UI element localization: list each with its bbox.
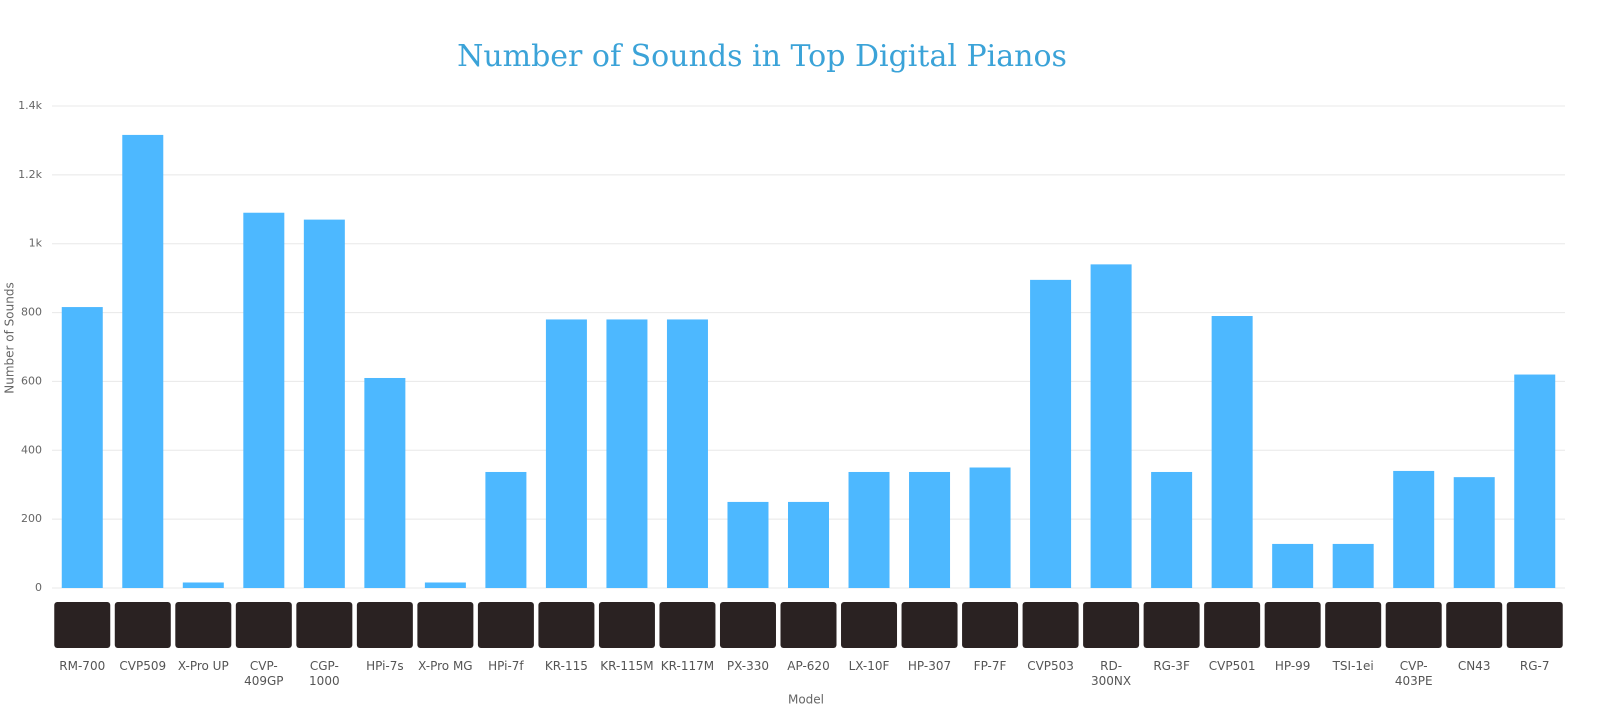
piano-thumbnail: [780, 602, 837, 648]
x-tick-label: CN43: [1457, 659, 1491, 673]
x-tick-label: CVP509: [119, 659, 167, 673]
x-tick-label: RG-7: [1519, 659, 1550, 673]
bar: [424, 582, 466, 588]
bar: [606, 319, 648, 588]
bar: [545, 319, 587, 588]
bar: [727, 501, 769, 588]
y-tick-label: 200: [21, 512, 42, 525]
bar: [1030, 279, 1072, 588]
x-tick-label: PX-330: [726, 659, 770, 673]
bar: [485, 471, 527, 588]
bar: [1514, 374, 1556, 588]
bar: [122, 134, 164, 589]
piano-thumbnail: [962, 602, 1019, 648]
bar: [666, 319, 708, 588]
x-tick-label: RG-3F: [1153, 659, 1190, 673]
piano-thumbnail: [538, 602, 595, 648]
piano-thumbnail: [114, 602, 171, 648]
x-tick-label: HP-99: [1274, 659, 1311, 673]
piano-thumbnail: [356, 602, 413, 648]
x-tick-label: CGP-1000: [309, 659, 340, 688]
x-tick-label: CVP-403PE: [1394, 659, 1433, 688]
piano-thumbnail: [296, 602, 353, 648]
y-tick-label: 400: [21, 443, 42, 456]
bar: [1453, 477, 1495, 588]
x-tick-label: X-Pro MG: [418, 659, 473, 673]
piano-thumbnail: [1204, 602, 1261, 648]
x-tick-label: TSI-1ei: [1332, 659, 1374, 673]
bar: [243, 212, 285, 588]
y-tick-label: 1k: [29, 237, 43, 250]
piano-thumbnail: [1385, 602, 1442, 648]
y-axis-title: Number of Sounds: [3, 282, 17, 393]
piano-thumbnail: [841, 602, 898, 648]
piano-thumbnail: [477, 602, 534, 648]
bar: [1332, 543, 1374, 588]
y-tick-label: 1.2k: [18, 168, 42, 181]
chart-title: Number of Sounds in Top Digital Pianos: [457, 39, 1067, 74]
piano-thumbnail: [54, 602, 111, 648]
bar: [1151, 471, 1193, 588]
bar: [788, 501, 829, 588]
bar: [969, 467, 1011, 588]
y-tick-label: 600: [21, 374, 42, 387]
piano-thumbnail: [659, 602, 716, 648]
x-tick-label: HP-307: [907, 659, 952, 673]
piano-thumbnail: [1446, 602, 1503, 648]
bar: [1211, 316, 1253, 588]
piano-thumbnail: [719, 602, 776, 648]
piano-thumbnail: [1022, 602, 1079, 648]
bar: [61, 307, 103, 588]
bar: [182, 582, 224, 588]
piano-thumbnail: [901, 602, 958, 648]
x-axis-title: Model: [788, 693, 824, 707]
x-tick-label: AP-620: [787, 659, 830, 673]
piano-thumbnail: [1506, 602, 1563, 648]
x-tick-label: RM-700: [59, 659, 106, 673]
x-tick-label: CVP-409GP: [244, 659, 284, 688]
bar: [1393, 470, 1435, 588]
x-tick-label: HPi-7s: [366, 659, 404, 673]
bar: [303, 219, 345, 588]
x-tick-label: KR-115M: [600, 659, 654, 673]
piano-thumbnail: [1264, 602, 1321, 648]
piano-thumbnail: [175, 602, 232, 648]
x-tick-label: KR-115: [544, 659, 588, 673]
y-tick-label: 1.4k: [18, 99, 42, 112]
x-tick-label: KR-117M: [660, 659, 715, 673]
piano-thumbnail: [417, 602, 474, 648]
piano-thumbnail: [1143, 602, 1200, 648]
y-tick-label: 800: [21, 306, 42, 319]
x-tick-label: RD-300NX: [1091, 659, 1132, 688]
piano-thumbnail: [598, 602, 655, 648]
piano-thumbnail: [1083, 602, 1140, 648]
x-tick-label: FP-7F: [973, 659, 1007, 673]
bar: [848, 471, 890, 588]
y-tick-label: 0: [35, 581, 42, 594]
bar: [1090, 264, 1132, 588]
x-tick-label: LX-10F: [848, 659, 890, 673]
x-tick-label: CVP501: [1208, 659, 1256, 673]
piano-thumbnail: [235, 602, 292, 648]
bar: [909, 471, 951, 588]
x-tick-label: HPi-7f: [488, 659, 524, 673]
x-tick-label: X-Pro UP: [177, 659, 229, 673]
bar: [364, 377, 406, 588]
x-tick-label: CVP503: [1027, 659, 1074, 673]
bar: [1272, 543, 1314, 588]
piano-thumbnail: [1325, 602, 1382, 648]
